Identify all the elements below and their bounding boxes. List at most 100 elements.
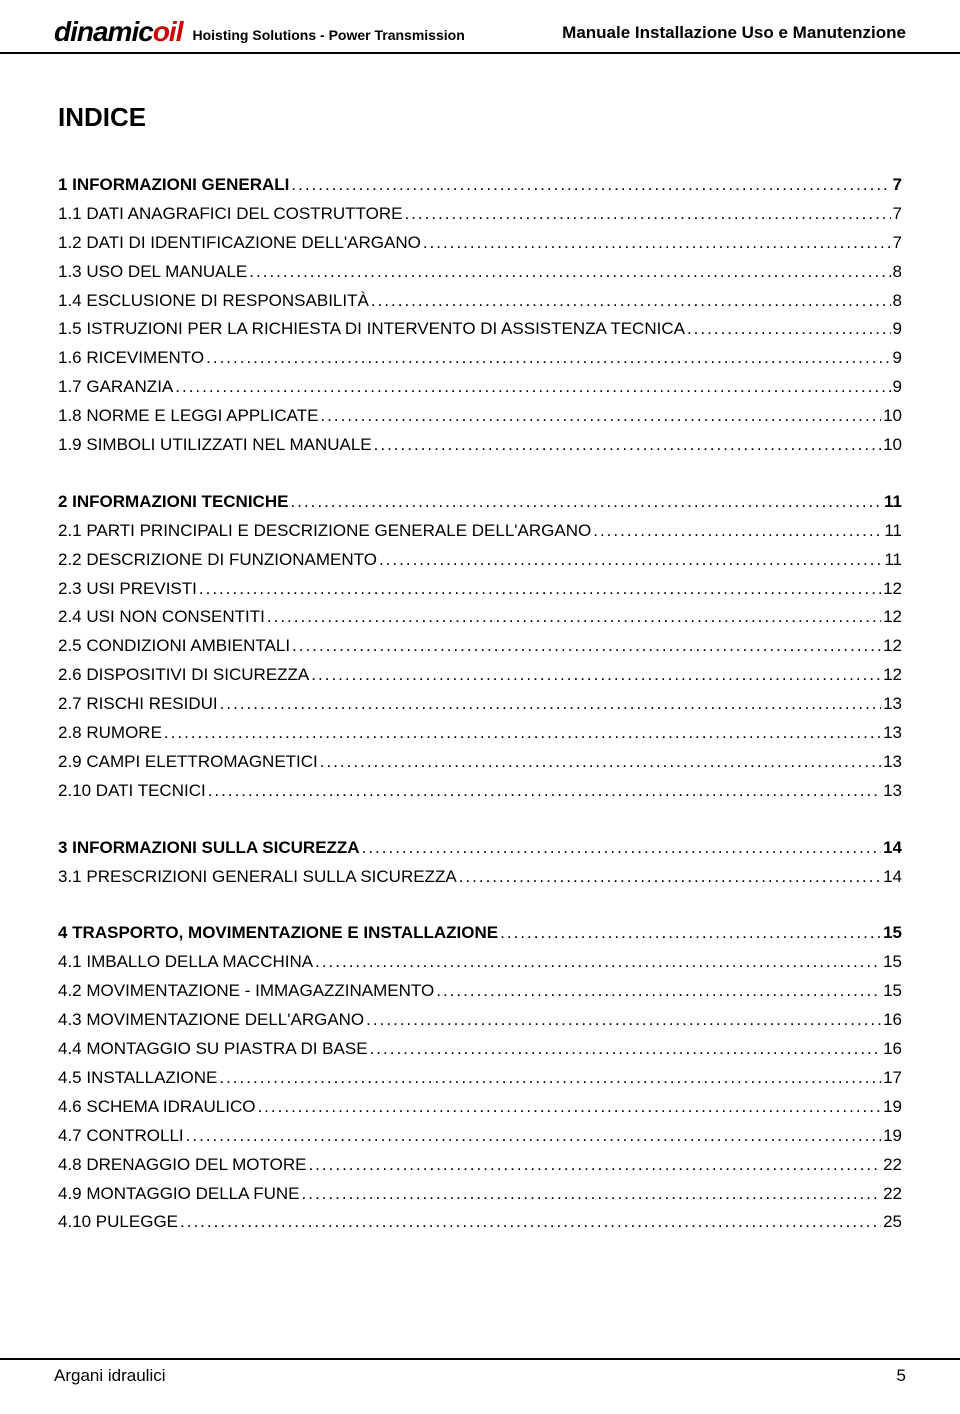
toc-leader-dots: [436, 977, 881, 1006]
toc-section: 4 TRASPORTO, MOVIMENTAZIONE E INSTALLAZI…: [58, 919, 902, 1237]
toc-root: 1 INFORMAZIONI GENERALI71.1 DATI ANAGRAF…: [58, 171, 902, 1237]
toc-entry: 2.6 DISPOSITIVI DI SICUREZZA12: [58, 661, 902, 690]
toc-entry-label: 3.1 PRESCRIZIONI GENERALI SULLA SICUREZZ…: [58, 863, 457, 892]
toc-leader-dots: [206, 344, 890, 373]
toc-leader-dots: [164, 719, 881, 748]
toc-leader-dots: [290, 488, 882, 517]
toc-entry-label: 1.4 ESCLUSIONE DI RESPONSABILITÀ: [58, 287, 369, 316]
toc-leader-dots: [292, 632, 881, 661]
page-header: dinamicoil Hoisting Solutions - Power Tr…: [0, 0, 960, 54]
toc-entry-label: 2.5 CONDIZIONI AMBIENTALI: [58, 632, 290, 661]
toc-entry-label: 1.3 USO DEL MANUALE: [58, 258, 247, 287]
toc-entry: 1.7 GARANZIA 9: [58, 373, 902, 402]
toc-leader-dots: [366, 1006, 881, 1035]
toc-entry: 4.4 MONTAGGIO SU PIASTRA DI BASE16: [58, 1035, 902, 1064]
toc-entry-page: 7: [893, 171, 902, 200]
toc-entry-label: 4.10 PULEGGE: [58, 1208, 178, 1237]
toc-entry-page: 12: [883, 632, 902, 661]
toc-leader-dots: [220, 690, 881, 719]
toc-section: 3 INFORMAZIONI SULLA SICUREZZA143.1 PRES…: [58, 834, 902, 892]
toc-leader-dots: [379, 546, 882, 575]
toc-entry-label: 2.7 RISCHI RESIDUI: [58, 690, 218, 719]
brand-logo-text: dinamicoil: [54, 18, 182, 46]
toc-entry: 1.8 NORME E LEGGI APPLICATE10: [58, 402, 902, 431]
toc-entry: 1.5 ISTRUZIONI PER LA RICHIESTA DI INTER…: [58, 315, 902, 344]
toc-entry-label: 2.3 USI PREVISTI: [58, 575, 197, 604]
toc-entry-label: 1.7 GARANZIA: [58, 373, 173, 402]
toc-entry-page: 10: [883, 431, 902, 460]
toc-leader-dots: [371, 287, 891, 316]
toc-entry-label: 4.3 MOVIMENTAZIONE DELL'ARGANO: [58, 1006, 364, 1035]
toc-entry-page: 12: [883, 603, 902, 632]
toc-entry-label: 4.8 DRENAGGIO DEL MOTORE: [58, 1151, 306, 1180]
toc-entry-label: 4.1 IMBALLO DELLA MACCHINA: [58, 948, 313, 977]
toc-entry-page: 13: [883, 719, 902, 748]
toc-leader-dots: [423, 229, 891, 258]
toc-leader-dots: [249, 258, 890, 287]
toc-entry: 1.9 SIMBOLI UTILIZZATI NEL MANUALE 10: [58, 431, 902, 460]
toc-entry-label: 2.10 DATI TECNICI: [58, 777, 206, 806]
toc-entry-page: 13: [883, 777, 902, 806]
toc-entry: 4.3 MOVIMENTAZIONE DELL'ARGANO 16: [58, 1006, 902, 1035]
toc-entry-page: 9: [893, 344, 902, 373]
toc-entry: 1.1 DATI ANAGRAFICI DEL COSTRUTTORE7: [58, 200, 902, 229]
toc-entry-label: 4.5 INSTALLAZIONE: [58, 1064, 217, 1093]
header-left: dinamicoil Hoisting Solutions - Power Tr…: [54, 18, 465, 46]
toc-entry-label: 1.9 SIMBOLI UTILIZZATI NEL MANUALE: [58, 431, 372, 460]
toc-entry: 4.9 MONTAGGIO DELLA FUNE22: [58, 1180, 902, 1209]
toc-entry-page: 19: [883, 1122, 902, 1151]
toc-section: 2 INFORMAZIONI TECNICHE112.1 PARTI PRINC…: [58, 488, 902, 806]
toc-entry: 4.10 PULEGGE 25: [58, 1208, 902, 1237]
toc-leader-dots: [208, 777, 881, 806]
toc-entry-page: 14: [883, 834, 902, 863]
toc-entry-page: 13: [883, 748, 902, 777]
toc-entry-label: 4.6 SCHEMA IDRAULICO: [58, 1093, 255, 1122]
brand-logo-accent: oil: [153, 16, 183, 47]
toc-entry-label: 4.7 CONTROLLI: [58, 1122, 184, 1151]
toc-entry: 2.10 DATI TECNICI 13: [58, 777, 902, 806]
toc-entry: 2.1 PARTI PRINCIPALI E DESCRIZIONE GENER…: [58, 517, 902, 546]
toc-entry-page: 9: [893, 373, 902, 402]
toc-entry-page: 12: [883, 575, 902, 604]
toc-entry: 2.8 RUMORE 13: [58, 719, 902, 748]
toc-entry-page: 15: [883, 977, 902, 1006]
page-content: INDICE 1 INFORMAZIONI GENERALI71.1 DATI …: [0, 54, 960, 1237]
toc-leader-dots: [302, 1180, 882, 1209]
toc-entry-label: 2.9 CAMPI ELETTROMAGNETICI: [58, 748, 318, 777]
toc-entry: 4.5 INSTALLAZIONE17: [58, 1064, 902, 1093]
toc-entry: 2.4 USI NON CONSENTITI12: [58, 603, 902, 632]
toc-entry-page: 13: [883, 690, 902, 719]
toc-entry: 1.2 DATI DI IDENTIFICAZIONE DELL'ARGANO7: [58, 229, 902, 258]
toc-entry-label: 1 INFORMAZIONI GENERALI: [58, 171, 289, 200]
toc-section-head: 3 INFORMAZIONI SULLA SICUREZZA14: [58, 834, 902, 863]
toc-entry-label: 1.6 RICEVIMENTO: [58, 344, 204, 373]
toc-entry-label: 2.8 RUMORE: [58, 719, 162, 748]
toc-entry-label: 1.1 DATI ANAGRAFICI DEL COSTRUTTORE: [58, 200, 402, 229]
toc-entry: 4.1 IMBALLO DELLA MACCHINA15: [58, 948, 902, 977]
toc-entry-page: 14: [883, 863, 902, 892]
toc-entry: 2.2 DESCRIZIONE DI FUNZIONAMENTO11: [58, 546, 902, 575]
toc-entry-label: 4 TRASPORTO, MOVIMENTAZIONE E INSTALLAZI…: [58, 919, 498, 948]
toc-entry-page: 25: [883, 1208, 902, 1237]
toc-entry-page: 22: [883, 1180, 902, 1209]
toc-leader-dots: [500, 919, 881, 948]
toc-entry: 4.6 SCHEMA IDRAULICO19: [58, 1093, 902, 1122]
toc-leader-dots: [320, 402, 881, 431]
toc-entry-page: 7: [893, 229, 902, 258]
toc-leader-dots: [374, 431, 881, 460]
toc-entry-page: 16: [883, 1006, 902, 1035]
toc-leader-dots: [308, 1151, 881, 1180]
toc-leader-dots: [315, 948, 881, 977]
brand-logo-main: dinamic: [54, 16, 153, 47]
toc-entry: 1.3 USO DEL MANUALE8: [58, 258, 902, 287]
toc-leader-dots: [219, 1064, 881, 1093]
toc-section-head: 4 TRASPORTO, MOVIMENTAZIONE E INSTALLAZI…: [58, 919, 902, 948]
toc-leader-dots: [404, 200, 890, 229]
toc-entry: 2.5 CONDIZIONI AMBIENTALI 12: [58, 632, 902, 661]
toc-entry-page: 11: [884, 488, 902, 517]
toc-entry-label: 2.1 PARTI PRINCIPALI E DESCRIZIONE GENER…: [58, 517, 591, 546]
toc-entry-page: 11: [884, 517, 902, 546]
toc-entry: 4.2 MOVIMENTAZIONE - IMMAGAZZINAMENTO15: [58, 977, 902, 1006]
toc-leader-dots: [362, 834, 881, 863]
toc-leader-dots: [370, 1035, 882, 1064]
